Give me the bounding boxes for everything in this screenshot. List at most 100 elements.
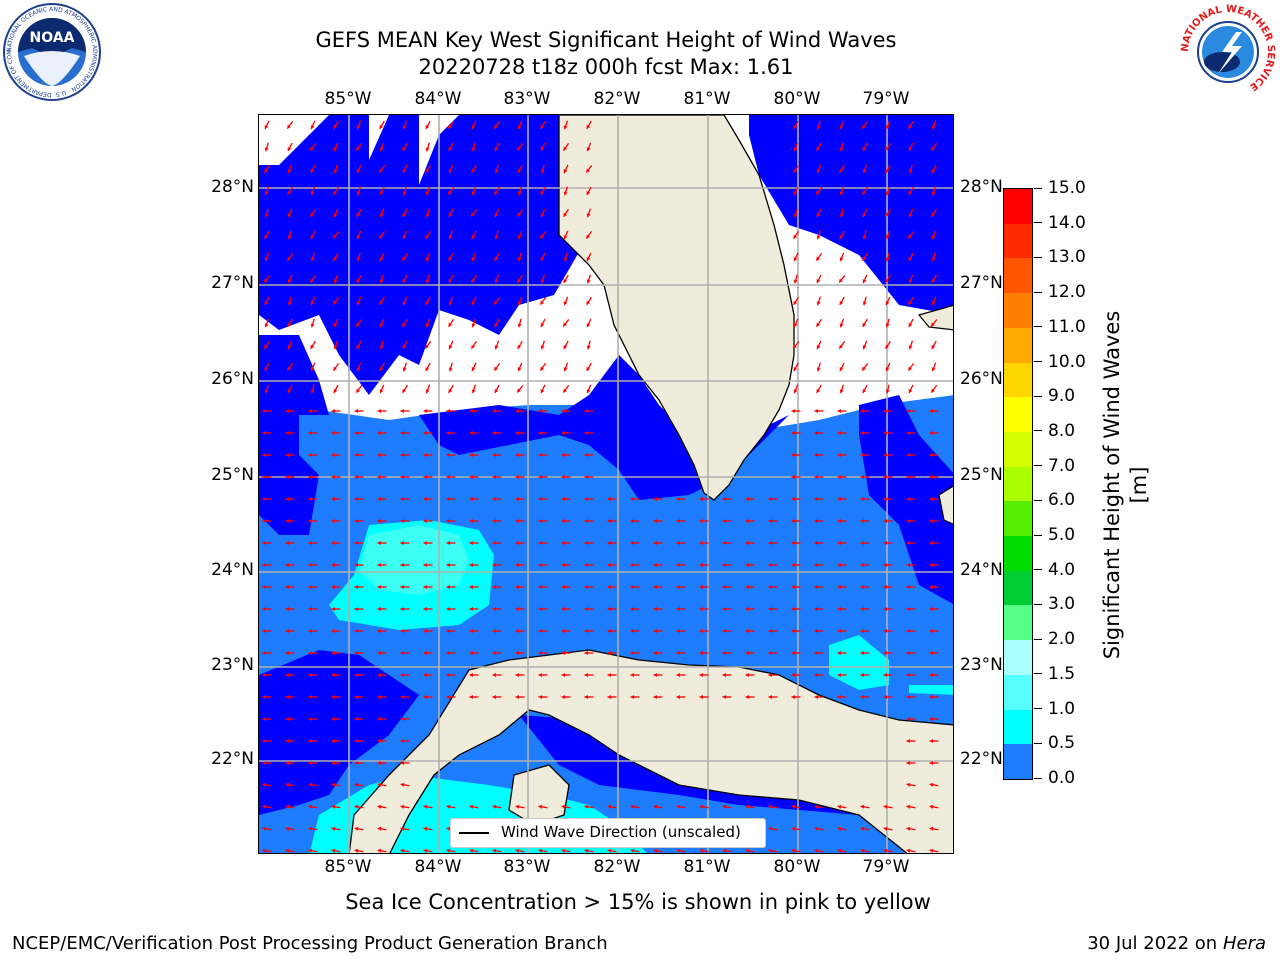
wave-arrow-head bbox=[586, 323, 591, 328]
footer-date: 30 Jul 2022 on Hera bbox=[1087, 933, 1266, 954]
wave-arrow-head bbox=[425, 191, 430, 196]
wave-arrow-head bbox=[791, 408, 795, 414]
wave-arrow-head bbox=[791, 562, 795, 568]
wave-arrow-head bbox=[906, 738, 910, 744]
colorbar-segment bbox=[1004, 223, 1032, 259]
wave-arrow-head bbox=[287, 279, 292, 284]
wave-arrow-head bbox=[262, 540, 266, 546]
wave-arrow-head bbox=[285, 606, 289, 612]
lon-label-bottom: 82°W bbox=[593, 857, 641, 877]
wave-arrow-head bbox=[469, 694, 473, 700]
wave-arrow-head bbox=[285, 804, 290, 809]
wave-arrow-head bbox=[563, 388, 568, 393]
colorbar-tick-label: 3.0 bbox=[1034, 594, 1075, 614]
colorbar bbox=[1003, 188, 1033, 780]
wave-arrow-head bbox=[793, 344, 797, 349]
wave-arrow-head bbox=[885, 278, 890, 283]
wave-arrow-head bbox=[538, 672, 542, 678]
wave-arrow-head bbox=[308, 826, 313, 831]
wave-arrow-head bbox=[768, 562, 772, 568]
wave-arrow-head bbox=[285, 694, 289, 700]
wave-arrow-head bbox=[906, 540, 910, 546]
wave-arrow-head bbox=[356, 388, 361, 393]
wave-arrow-head bbox=[862, 279, 867, 284]
wave-arrow-head bbox=[400, 650, 404, 656]
wave-arrow-head bbox=[377, 408, 381, 414]
wave-arrow-head bbox=[906, 694, 910, 700]
wave-arrow-head bbox=[264, 213, 269, 218]
wave-arrow-head bbox=[262, 716, 266, 722]
wave-arrow-head bbox=[883, 804, 888, 809]
wave-arrow-head bbox=[446, 562, 450, 568]
wave-arrow-head bbox=[469, 540, 473, 546]
wave-arrow-head bbox=[331, 826, 336, 831]
colorbar-tick-label: 13.0 bbox=[1034, 247, 1086, 267]
wave-arrow-head bbox=[423, 452, 427, 458]
wave-arrow-head bbox=[862, 322, 867, 327]
wave-arrow-head bbox=[584, 496, 588, 502]
wave-arrow-head bbox=[308, 848, 313, 853]
wave-arrow-head bbox=[471, 257, 476, 262]
wave-arrow-head bbox=[492, 474, 496, 480]
wave-arrow-head bbox=[768, 694, 772, 700]
wave-arrow-head bbox=[768, 606, 772, 612]
wave-arrow-head bbox=[699, 496, 703, 502]
wave-arrow-head bbox=[816, 322, 821, 327]
wave-arrow-head bbox=[908, 322, 913, 327]
wave-arrow-head bbox=[860, 496, 864, 502]
wave-arrow-head bbox=[929, 628, 933, 634]
lat-label-right: 27°N bbox=[960, 273, 1003, 293]
wave-arrow-head bbox=[446, 540, 450, 546]
wave-arrow-head bbox=[264, 125, 269, 130]
wave-arrow-head bbox=[285, 760, 289, 766]
wave-arrow-head bbox=[931, 278, 936, 283]
wave-arrow-head bbox=[607, 562, 611, 568]
wave-arrow-head bbox=[908, 345, 913, 350]
wave-arrow-head bbox=[860, 694, 864, 700]
wave-arrow-head bbox=[653, 628, 657, 634]
colorbar-segment bbox=[1004, 709, 1032, 745]
colorbar-segment bbox=[1004, 674, 1032, 711]
wave-arrow-head bbox=[906, 606, 910, 612]
wave-arrow-head bbox=[837, 804, 842, 809]
colorbar-tick-label: 6.0 bbox=[1034, 490, 1075, 510]
wave-arrow-head bbox=[563, 125, 568, 130]
wave-arrow-head bbox=[400, 738, 404, 744]
wave-arrow-head bbox=[379, 279, 384, 284]
colorbar-segment bbox=[1004, 536, 1032, 572]
wave-arrow-head bbox=[837, 826, 842, 831]
map-grid bbox=[259, 115, 953, 853]
wave-arrow-head bbox=[653, 804, 658, 809]
wave-arrow-head bbox=[883, 650, 887, 656]
wave-arrow-head bbox=[356, 301, 361, 306]
wave-arrow-head bbox=[768, 628, 772, 634]
wave-arrow-head bbox=[379, 300, 384, 305]
wave-arrow-head bbox=[931, 322, 935, 327]
wave-arrow-head bbox=[860, 540, 864, 546]
wave-arrow-head bbox=[653, 650, 657, 656]
wave-arrow-head bbox=[356, 278, 361, 283]
wave-arrow-head bbox=[423, 518, 427, 524]
wave-arrow-head bbox=[402, 191, 407, 196]
wave-arrow-head bbox=[676, 650, 680, 656]
land-bahamas bbox=[938, 485, 953, 525]
wave-arrow-head bbox=[630, 562, 634, 568]
wave-arrow-head bbox=[908, 234, 912, 239]
wave-arrow-head bbox=[287, 124, 292, 129]
wave-arrow-head bbox=[262, 738, 266, 744]
wave-arrow-head bbox=[814, 650, 818, 656]
wave-arrow-head bbox=[492, 408, 496, 414]
wave-arrow-head bbox=[310, 367, 315, 372]
wave-arrow-head bbox=[862, 256, 867, 261]
wave-arrow-head bbox=[379, 389, 384, 394]
wave-arrow-head bbox=[563, 367, 568, 372]
wave-arrow-head bbox=[377, 694, 381, 700]
wave-arrow-head bbox=[515, 562, 519, 568]
wave-arrow-head bbox=[517, 388, 521, 393]
wave-arrow-head bbox=[469, 672, 473, 678]
wave-arrow-head bbox=[262, 694, 266, 700]
wave-arrow-head bbox=[423, 430, 427, 436]
wave-arrow-head bbox=[791, 628, 795, 634]
wave-arrow-head bbox=[586, 389, 591, 394]
wave-arrow-head bbox=[653, 496, 657, 502]
